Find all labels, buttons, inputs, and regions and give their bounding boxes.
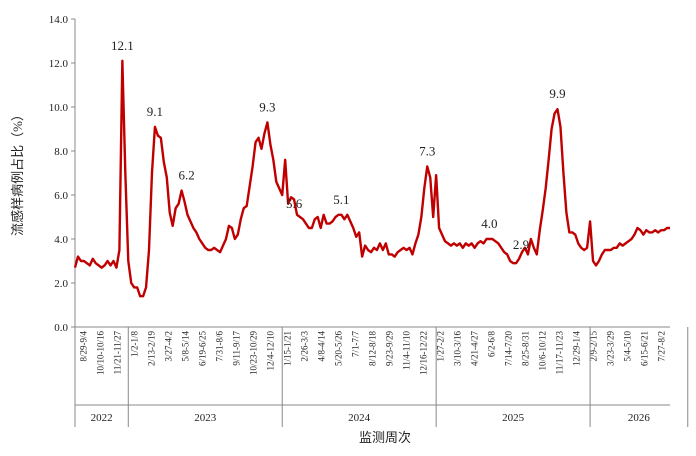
series-line xyxy=(73,59,670,298)
x-tick-label: 3/27-4/2 xyxy=(164,331,174,362)
x-tick-label: 10/23-10/29 xyxy=(249,331,259,375)
x-axis: 8/29-9/4 10/10-10/16 11/21-11/27 1/2-1/8 2/1… xyxy=(75,326,670,375)
x-tick-label: 1/15-1/21 xyxy=(283,331,293,366)
y-tick-label: 12.0 xyxy=(49,58,69,70)
data-label: 9.1 xyxy=(147,104,163,119)
x-tick-label: 7/1-7/7 xyxy=(351,331,361,357)
data-label: 5.6 xyxy=(286,196,303,211)
x-tick-label: 1/2-1/8 xyxy=(130,331,140,357)
x-tick-label: 8/12-8/18 xyxy=(368,331,378,366)
x-tick-label: 6/2-6/8 xyxy=(487,331,497,357)
x-tick-label: 9/23-9/29 xyxy=(385,331,395,366)
y-tick-label: 4.0 xyxy=(54,234,68,246)
x-tick-label: 4/8-4/14 xyxy=(317,331,327,362)
x-tick-label: 3/10-3/16 xyxy=(453,331,463,366)
y-tick-label: 0.0 xyxy=(54,322,68,334)
x-tick-label: 11/17-11/23 xyxy=(555,331,565,375)
x-tick-label: 11/4-11/10 xyxy=(402,331,412,370)
year-label: 2026 xyxy=(628,412,651,424)
data-label: 12.1 xyxy=(111,38,134,53)
series xyxy=(73,59,670,298)
x-tick-label: 12/16-12/22 xyxy=(419,331,429,375)
x-tick-label: 12/29-1/4 xyxy=(572,331,582,366)
data-label: 5.1 xyxy=(333,192,349,207)
y-axis-label: 流感样病例占比（%） xyxy=(10,108,25,236)
x-tick-label: 3/23-3/29 xyxy=(606,331,616,366)
data-label: 4.0 xyxy=(481,216,497,231)
x-tick-label: 4/21-4/27 xyxy=(470,331,480,366)
x-tick-label: 6/15-6/21 xyxy=(640,331,650,366)
x-tick-label: 2/13-2/19 xyxy=(147,331,157,366)
x-axis-label: 监测周次 xyxy=(359,430,411,445)
x-tick-label: 5/20-5/26 xyxy=(334,331,344,366)
data-label: 4.5 xyxy=(680,0,696,3)
data-label: 9.9 xyxy=(549,86,565,101)
x-tick-label: 10/10-10/16 xyxy=(96,331,106,375)
year-band: 2022 2023 2024 2025 2026 xyxy=(74,327,689,427)
x-tick-label: 10/6-10/12 xyxy=(538,331,548,371)
x-tick-label: 12/4-12/10 xyxy=(266,331,276,371)
x-tick-label: 11/21-11/27 xyxy=(113,331,123,375)
y-tick-label: 8.0 xyxy=(54,146,68,158)
x-tick-label: 9/11-9/17 xyxy=(232,331,242,366)
x-tick-label: 8/29-9/4 xyxy=(79,331,89,362)
x-tick-label: 7/27-8/2 xyxy=(657,331,667,362)
y-axis: 0.0 2.0 4.0 6.0 8.0 10.0 12.0 14.0 xyxy=(49,14,76,334)
data-label: 2.9 xyxy=(513,237,529,252)
year-label: 2022 xyxy=(91,412,113,424)
year-label: 2025 xyxy=(502,412,525,424)
y-tick-label: 2.0 xyxy=(54,278,68,290)
year-label: 2024 xyxy=(348,412,371,424)
x-tick-label: 5/4-5/10 xyxy=(623,331,633,362)
x-tick-label: 7/14-7/20 xyxy=(504,331,514,366)
data-label: 9.3 xyxy=(259,99,275,114)
x-tick-label: 7/31-8/6 xyxy=(215,331,225,362)
x-tick-label: 8/25-8/31 xyxy=(521,331,531,366)
year-label: 2023 xyxy=(194,412,217,424)
y-tick-label: 14.0 xyxy=(49,14,69,26)
data-labels: 12.1 9.1 6.2 9.3 5.6 5.1 7.3 4.0 2.9 9.9 4.5 xyxy=(111,0,696,252)
data-label: 7.3 xyxy=(419,143,435,158)
data-label: 6.2 xyxy=(178,168,194,183)
x-tick-label: 1/27-2/2 xyxy=(436,331,446,362)
x-tick-label: 2/9-2/15 xyxy=(589,331,599,362)
y-tick-label: 6.0 xyxy=(54,190,68,202)
x-tick-label: 6/19-6/25 xyxy=(198,331,208,366)
x-tick-label: 2/26-3/3 xyxy=(300,331,310,362)
x-tick-label: 5/8-5/14 xyxy=(181,331,191,362)
y-tick-label: 10.0 xyxy=(49,102,69,114)
